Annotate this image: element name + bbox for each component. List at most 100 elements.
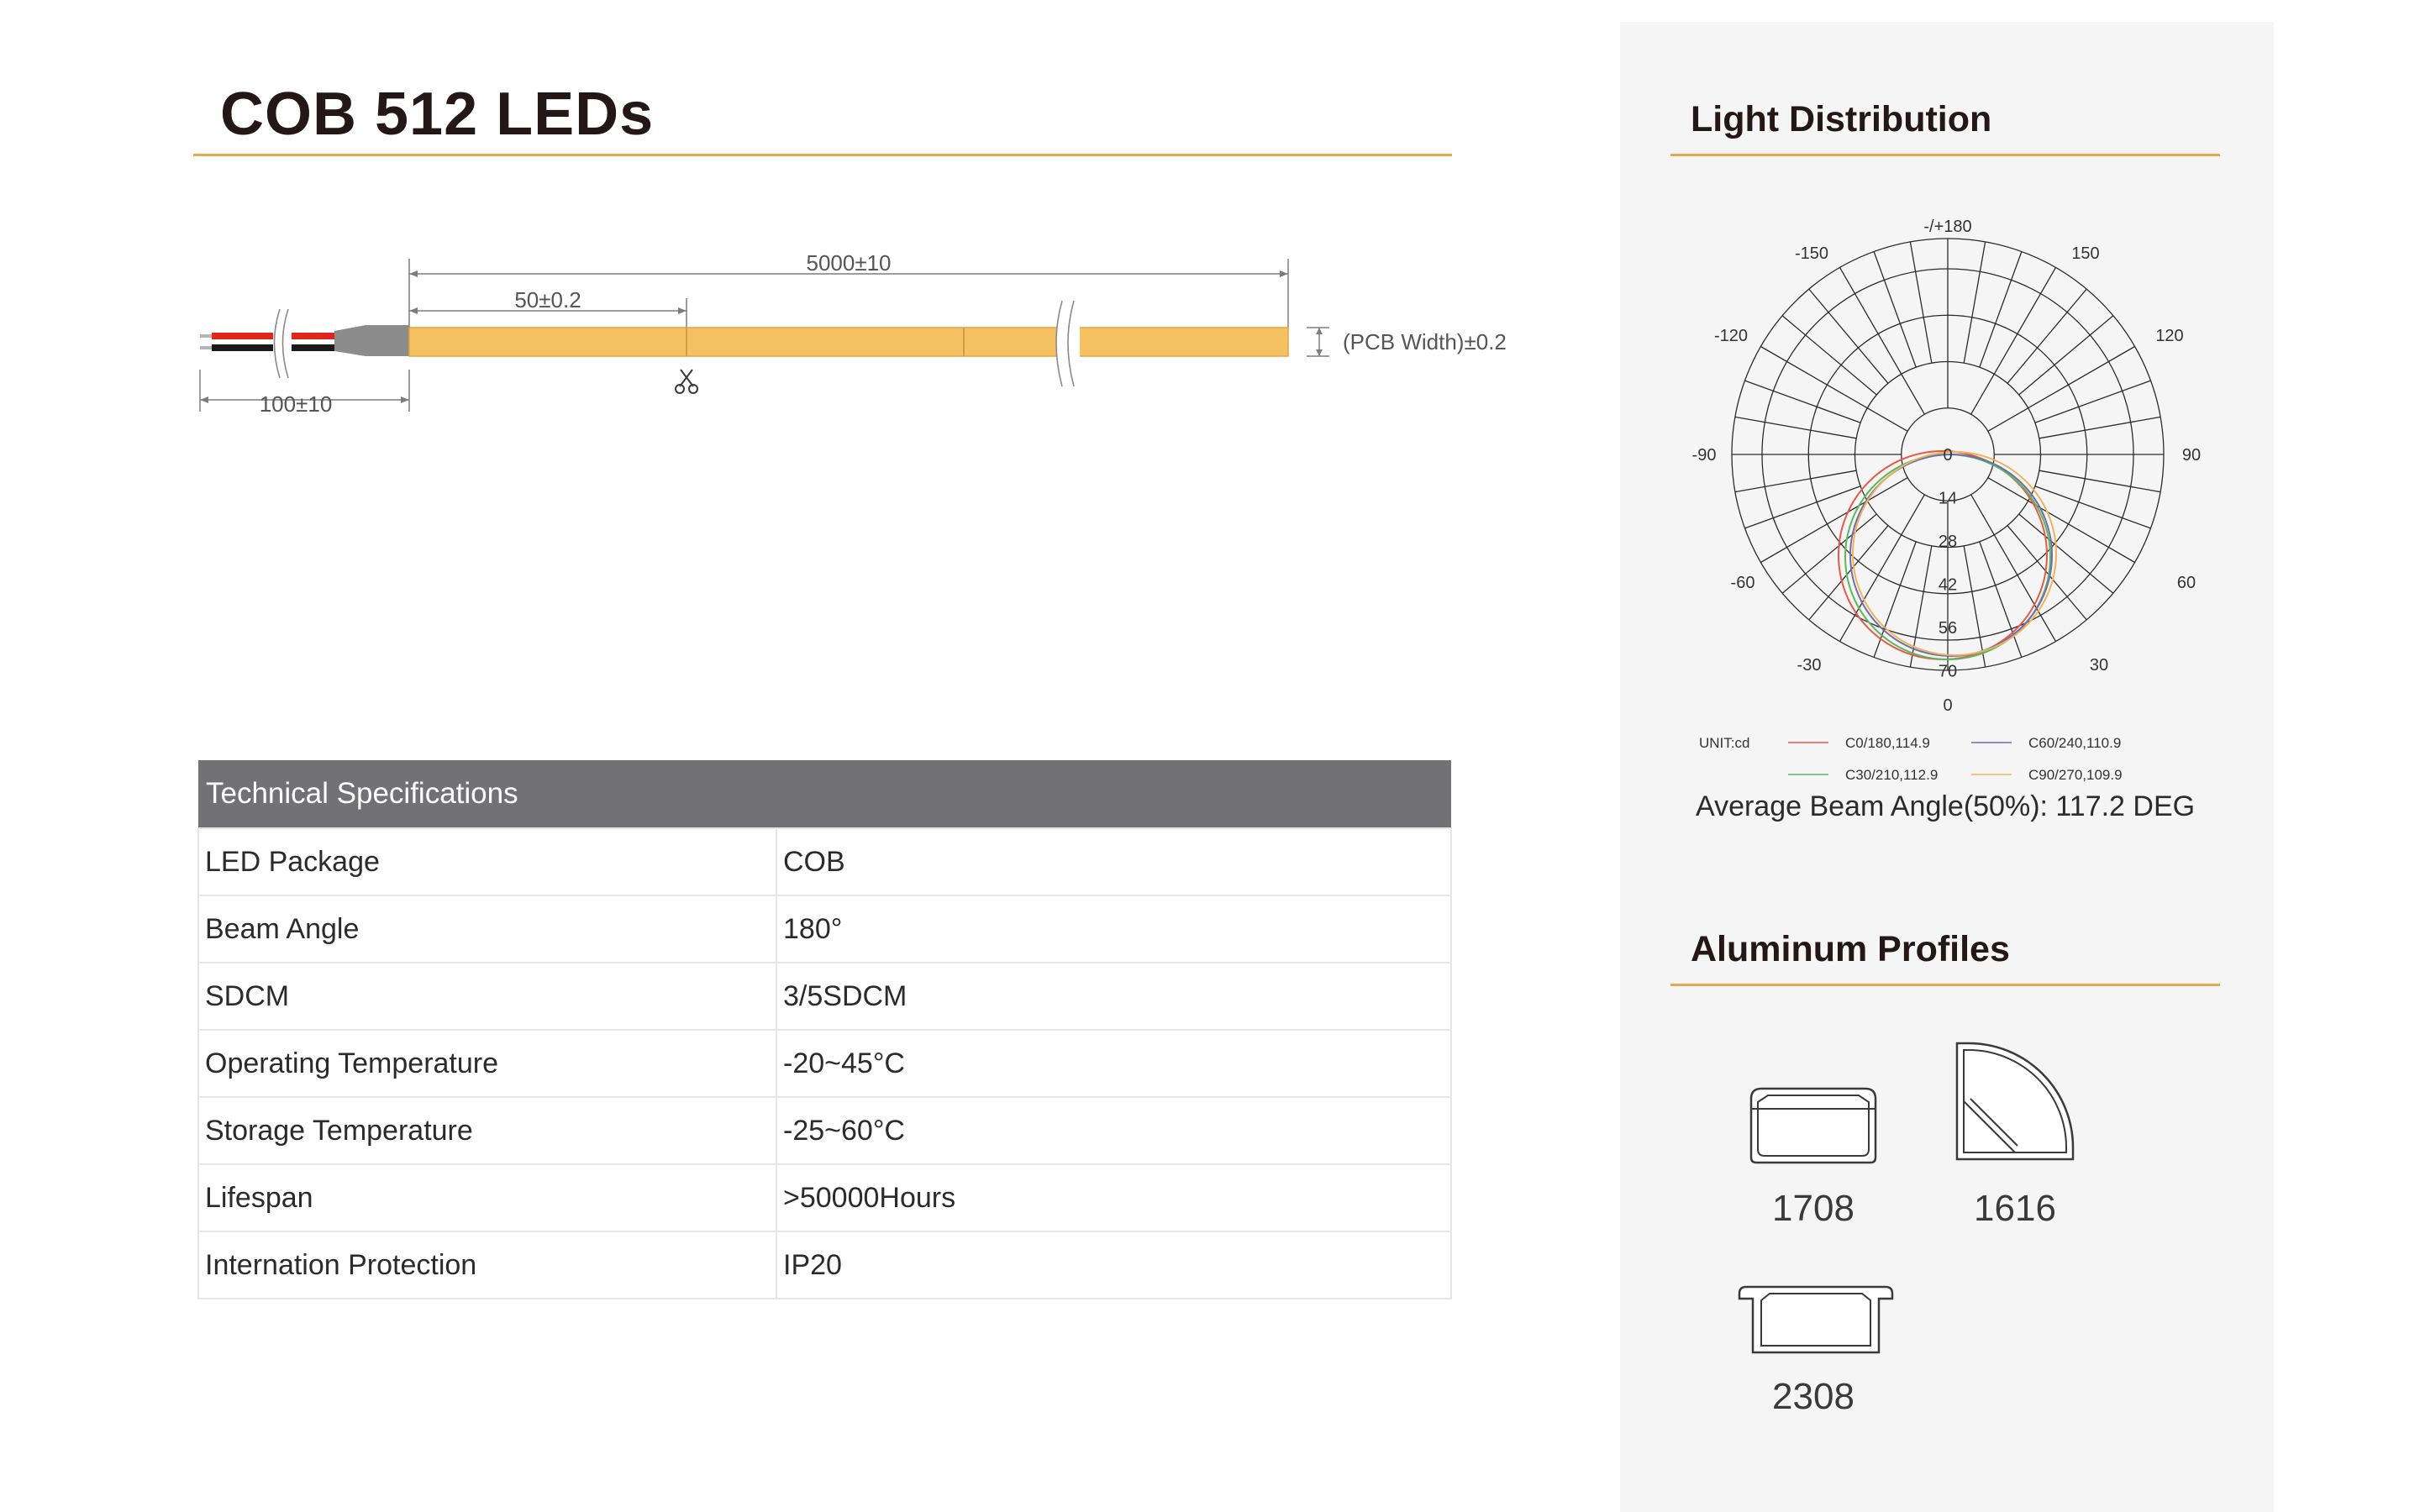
average-beam-angle: Average Beam Angle(50%): 117.2 DEG (1696, 790, 2196, 822)
polar-radial-label: 42 (1939, 576, 1957, 595)
spec-value: 180° (776, 895, 1452, 963)
aluminum-profiles-underline (1670, 984, 2220, 986)
polar-spoke (1987, 345, 2135, 432)
spec-row: Beam Angle 180° (197, 895, 1452, 963)
polar-spoke (1970, 267, 2057, 415)
scissors-icon (675, 369, 698, 394)
page-title: COB 512 LEDs (220, 81, 655, 148)
spec-key: LED Package (197, 827, 777, 896)
polar-angle-label: 30 (2090, 656, 2108, 675)
polar-spoke (1760, 345, 1908, 432)
polar-angle-label: -30 (1797, 656, 1822, 675)
polar-spoke (1987, 477, 2135, 564)
polar-spoke (2034, 380, 2151, 423)
polar-light-distribution-chart: -/+180 -150 150 -120 120 -90 90 -60 60 -30 30 0 0 14 2… (1692, 218, 2202, 783)
spec-row: Storage Temperature -25~60°C (197, 1096, 1452, 1165)
polar-spoke (1760, 477, 1908, 564)
polar-radial-label: 14 (1939, 490, 1957, 508)
polar-spoke (1744, 380, 1861, 423)
polar-angle-label: 0 (1943, 696, 1952, 715)
polar-angle-label: -150 (1795, 244, 1828, 263)
polar-spoke (1963, 241, 1986, 364)
spec-row: Operating Temperature -20~45°C (197, 1029, 1452, 1098)
polar-radial-label: 28 (1939, 533, 1957, 551)
polar-spoke (1979, 541, 2023, 658)
legend-label: C30/210,112.9 (1845, 767, 1938, 783)
spec-key: Storage Temperature (197, 1096, 777, 1165)
polar-angle-label: 120 (2155, 327, 2183, 345)
polar-spoke (1808, 525, 1889, 621)
spec-table-header: Technical Specifications (198, 760, 1451, 828)
polar-spoke (1781, 513, 1877, 594)
profile-1616-icon (1955, 1042, 2075, 1161)
legend-label: C90/270,109.9 (2028, 767, 2123, 783)
spec-table: Technical Specifications LED Package COB B… (197, 760, 1452, 1299)
profile-1616-label: 1616 (1974, 1188, 2056, 1229)
spec-row: Lifespan >50000Hours (197, 1163, 1452, 1232)
polar-angle-label: -/+180 (1923, 218, 1971, 236)
right-panel: Light Distribution -/+180 -150 150 -120 120-… (1620, 22, 2274, 1512)
polar-curve (1852, 451, 2057, 656)
polar-spoke (1734, 470, 1857, 493)
polar-radial-label: 0 (1943, 446, 1952, 465)
spec-value: 3/5SDCM (776, 962, 1452, 1031)
profile-2308-label: 2308 (1772, 1376, 1854, 1417)
polar-spoke (1873, 251, 1917, 368)
cut-length-label: 50±0.2 (514, 287, 581, 312)
polar-angle-label: 60 (2177, 574, 2196, 592)
polar-spoke (1979, 251, 2023, 368)
polar-spoke (2039, 470, 2161, 493)
spec-row: Internation Protection IP20 (197, 1231, 1452, 1299)
polar-angle-label: -90 (1692, 446, 1717, 465)
title-underline (193, 154, 1452, 156)
polar-spoke (1909, 241, 1933, 364)
spec-key: Lifespan (197, 1163, 777, 1232)
spec-key: Beam Angle (197, 895, 777, 963)
spec-row: SDCM 3/5SDCM (197, 962, 1452, 1031)
strip-length-label: 5000±10 (806, 250, 891, 276)
polar-spoke (2018, 315, 2114, 396)
polar-spoke (1970, 494, 2057, 642)
polar-spoke (1839, 267, 1925, 415)
polar-spoke (1744, 486, 1861, 529)
light-distribution-heading: Light Distribution (1691, 99, 1992, 139)
legend-label: C0/180,114.9 (1845, 735, 1930, 751)
light-distribution-underline (1670, 154, 2220, 156)
polar-spoke (2039, 416, 2161, 439)
spec-value: COB (776, 827, 1452, 896)
strip-dimension-drawing: 5000±10 50±0.2 100±10 (PCB Width)±0.2 (199, 250, 1507, 417)
spec-value: -25~60°C (776, 1096, 1452, 1165)
spec-key: Internation Protection (197, 1231, 777, 1299)
polar-spoke (1839, 494, 1925, 642)
polar-spoke (2007, 288, 2087, 384)
spec-value: >50000Hours (776, 1163, 1452, 1232)
polar-curve (1849, 454, 2053, 657)
polar-angle-label: -60 (1731, 574, 1755, 592)
spec-value: -20~45°C (776, 1029, 1452, 1098)
spec-value: IP20 (776, 1231, 1452, 1299)
aluminum-profiles-heading: Aluminum Profiles (1691, 929, 2010, 969)
polar-radial-label: 70 (1939, 663, 1957, 681)
polar-angle-label: 150 (2071, 244, 2099, 263)
polar-angle-label: -120 (1714, 327, 1748, 345)
profile-1708-label: 1708 (1772, 1188, 1854, 1229)
spec-row: LED Package COB (197, 827, 1452, 896)
polar-spoke (1808, 288, 1889, 384)
profile-2308-icon (1738, 1285, 1894, 1354)
legend-label: C60/240,110.9 (2028, 735, 2121, 751)
polar-spoke (1873, 541, 1917, 658)
spec-key: Operating Temperature (197, 1029, 777, 1098)
polar-radial-label: 56 (1939, 619, 1957, 638)
polar-spoke (2034, 486, 2151, 529)
spec-key: SDCM (197, 962, 777, 1031)
profile-1708-icon (1749, 1087, 1877, 1164)
pcb-width-label: (PCB Width)±0.2 (1343, 329, 1507, 354)
legend-unit: UNIT:cd (1699, 735, 1749, 751)
wire-length-label: 100±10 (260, 391, 333, 417)
polar-angle-label: 90 (2182, 446, 2201, 465)
polar-spoke (1963, 545, 1986, 668)
polar-spoke (2007, 525, 2087, 621)
polar-spoke (1734, 416, 1857, 439)
polar-spoke (2018, 513, 2114, 594)
polar-spoke (1781, 315, 1877, 396)
